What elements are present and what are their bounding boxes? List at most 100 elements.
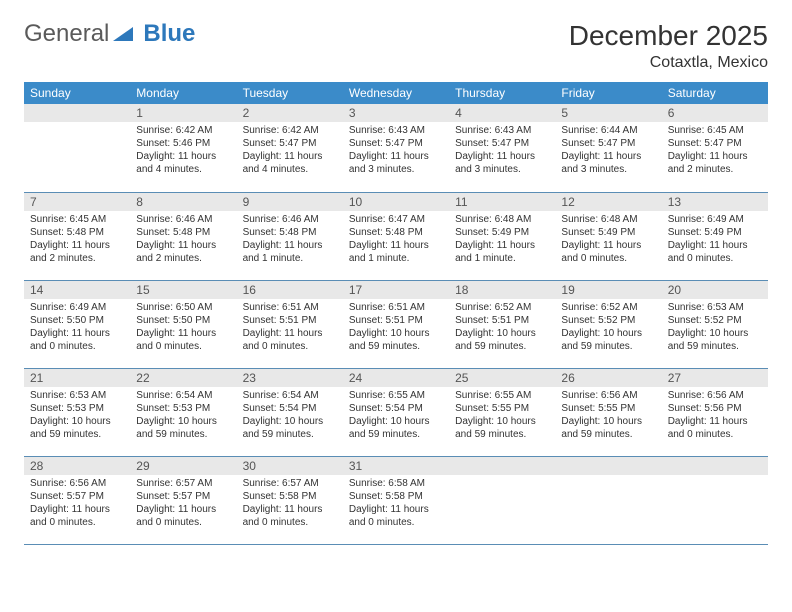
daylight-text: Daylight: 11 hours and 3 minutes.	[561, 150, 655, 176]
day-details: Sunrise: 6:45 AMSunset: 5:47 PMDaylight:…	[662, 122, 768, 178]
calendar-day: 26Sunrise: 6:56 AMSunset: 5:55 PMDayligh…	[555, 368, 661, 456]
sunset-text: Sunset: 5:52 PM	[668, 314, 762, 327]
day-details: Sunrise: 6:58 AMSunset: 5:58 PMDaylight:…	[343, 475, 449, 531]
sunrise-text: Sunrise: 6:46 AM	[136, 213, 230, 226]
calendar-day: 25Sunrise: 6:55 AMSunset: 5:55 PMDayligh…	[449, 368, 555, 456]
day-details: Sunrise: 6:57 AMSunset: 5:57 PMDaylight:…	[130, 475, 236, 531]
day-number: 30	[237, 457, 343, 475]
day-details: Sunrise: 6:56 AMSunset: 5:55 PMDaylight:…	[555, 387, 661, 443]
day-header: Wednesday	[343, 82, 449, 104]
daylight-text: Daylight: 10 hours and 59 minutes.	[561, 327, 655, 353]
sunrise-text: Sunrise: 6:46 AM	[243, 213, 337, 226]
day-details: Sunrise: 6:55 AMSunset: 5:55 PMDaylight:…	[449, 387, 555, 443]
sunrise-text: Sunrise: 6:56 AM	[30, 477, 124, 490]
calendar-day: 13Sunrise: 6:49 AMSunset: 5:49 PMDayligh…	[662, 192, 768, 280]
day-header: Saturday	[662, 82, 768, 104]
daylight-text: Daylight: 11 hours and 0 minutes.	[561, 239, 655, 265]
daylight-text: Daylight: 11 hours and 0 minutes.	[243, 503, 337, 529]
sunset-text: Sunset: 5:47 PM	[349, 137, 443, 150]
day-details: Sunrise: 6:46 AMSunset: 5:48 PMDaylight:…	[130, 211, 236, 267]
daylight-text: Daylight: 10 hours and 59 minutes.	[349, 415, 443, 441]
sunset-text: Sunset: 5:56 PM	[668, 402, 762, 415]
day-number: 29	[130, 457, 236, 475]
logo-triangle-icon	[113, 23, 133, 46]
sunset-text: Sunset: 5:46 PM	[136, 137, 230, 150]
calendar-day: 30Sunrise: 6:57 AMSunset: 5:58 PMDayligh…	[237, 456, 343, 544]
daylight-text: Daylight: 10 hours and 59 minutes.	[455, 415, 549, 441]
daylight-text: Daylight: 11 hours and 1 minute.	[349, 239, 443, 265]
daylight-text: Daylight: 11 hours and 4 minutes.	[243, 150, 337, 176]
sunrise-text: Sunrise: 6:54 AM	[136, 389, 230, 402]
daylight-text: Daylight: 11 hours and 2 minutes.	[30, 239, 124, 265]
day-number: 14	[24, 281, 130, 299]
day-details: Sunrise: 6:52 AMSunset: 5:52 PMDaylight:…	[555, 299, 661, 355]
day-number: 17	[343, 281, 449, 299]
calendar-table: SundayMondayTuesdayWednesdayThursdayFrid…	[24, 82, 768, 545]
day-details: Sunrise: 6:50 AMSunset: 5:50 PMDaylight:…	[130, 299, 236, 355]
day-details: Sunrise: 6:53 AMSunset: 5:52 PMDaylight:…	[662, 299, 768, 355]
calendar-day: 4Sunrise: 6:43 AMSunset: 5:47 PMDaylight…	[449, 104, 555, 192]
day-details: Sunrise: 6:47 AMSunset: 5:48 PMDaylight:…	[343, 211, 449, 267]
sunset-text: Sunset: 5:48 PM	[30, 226, 124, 239]
sunrise-text: Sunrise: 6:57 AM	[243, 477, 337, 490]
calendar-day: 10Sunrise: 6:47 AMSunset: 5:48 PMDayligh…	[343, 192, 449, 280]
calendar-day: 11Sunrise: 6:48 AMSunset: 5:49 PMDayligh…	[449, 192, 555, 280]
day-number: 18	[449, 281, 555, 299]
day-details: Sunrise: 6:49 AMSunset: 5:49 PMDaylight:…	[662, 211, 768, 267]
daylight-text: Daylight: 11 hours and 1 minute.	[243, 239, 337, 265]
calendar-week: 14Sunrise: 6:49 AMSunset: 5:50 PMDayligh…	[24, 280, 768, 368]
sunset-text: Sunset: 5:50 PM	[30, 314, 124, 327]
sunset-text: Sunset: 5:57 PM	[136, 490, 230, 503]
sunset-text: Sunset: 5:51 PM	[455, 314, 549, 327]
calendar-week: 28Sunrise: 6:56 AMSunset: 5:57 PMDayligh…	[24, 456, 768, 544]
calendar-day: 29Sunrise: 6:57 AMSunset: 5:57 PMDayligh…	[130, 456, 236, 544]
daylight-text: Daylight: 11 hours and 0 minutes.	[668, 239, 762, 265]
daylight-text: Daylight: 11 hours and 0 minutes.	[30, 503, 124, 529]
sunrise-text: Sunrise: 6:44 AM	[561, 124, 655, 137]
daylight-text: Daylight: 10 hours and 59 minutes.	[136, 415, 230, 441]
day-details: Sunrise: 6:52 AMSunset: 5:51 PMDaylight:…	[449, 299, 555, 355]
daylight-text: Daylight: 11 hours and 0 minutes.	[30, 327, 124, 353]
day-number: 21	[24, 369, 130, 387]
day-number: 13	[662, 193, 768, 211]
page-title: December 2025	[569, 20, 768, 52]
day-details: Sunrise: 6:56 AMSunset: 5:56 PMDaylight:…	[662, 387, 768, 443]
calendar-day: 8Sunrise: 6:46 AMSunset: 5:48 PMDaylight…	[130, 192, 236, 280]
calendar-body: 1Sunrise: 6:42 AMSunset: 5:46 PMDaylight…	[24, 104, 768, 544]
sunrise-text: Sunrise: 6:48 AM	[561, 213, 655, 226]
calendar-page: General Blue December 2025 Cotaxtla, Mex…	[0, 0, 792, 565]
calendar-day: 5Sunrise: 6:44 AMSunset: 5:47 PMDaylight…	[555, 104, 661, 192]
day-details	[662, 475, 768, 535]
calendar-day: 12Sunrise: 6:48 AMSunset: 5:49 PMDayligh…	[555, 192, 661, 280]
day-number: 11	[449, 193, 555, 211]
sunset-text: Sunset: 5:47 PM	[455, 137, 549, 150]
day-header: Sunday	[24, 82, 130, 104]
sunset-text: Sunset: 5:53 PM	[30, 402, 124, 415]
day-header: Monday	[130, 82, 236, 104]
calendar-day: 28Sunrise: 6:56 AMSunset: 5:57 PMDayligh…	[24, 456, 130, 544]
day-number: 31	[343, 457, 449, 475]
calendar-day: 6Sunrise: 6:45 AMSunset: 5:47 PMDaylight…	[662, 104, 768, 192]
sunset-text: Sunset: 5:50 PM	[136, 314, 230, 327]
day-header: Friday	[555, 82, 661, 104]
sunset-text: Sunset: 5:51 PM	[349, 314, 443, 327]
daylight-text: Daylight: 11 hours and 0 minutes.	[243, 327, 337, 353]
sunset-text: Sunset: 5:54 PM	[349, 402, 443, 415]
sunset-text: Sunset: 5:55 PM	[561, 402, 655, 415]
day-number: 1	[130, 104, 236, 122]
day-number	[449, 457, 555, 475]
sunrise-text: Sunrise: 6:50 AM	[136, 301, 230, 314]
page-subtitle: Cotaxtla, Mexico	[569, 54, 768, 72]
calendar-day: 3Sunrise: 6:43 AMSunset: 5:47 PMDaylight…	[343, 104, 449, 192]
calendar-day: 1Sunrise: 6:42 AMSunset: 5:46 PMDaylight…	[130, 104, 236, 192]
day-details: Sunrise: 6:54 AMSunset: 5:54 PMDaylight:…	[237, 387, 343, 443]
sunset-text: Sunset: 5:49 PM	[561, 226, 655, 239]
calendar-day: 22Sunrise: 6:54 AMSunset: 5:53 PMDayligh…	[130, 368, 236, 456]
day-details	[555, 475, 661, 535]
calendar-day-empty	[24, 104, 130, 192]
sunset-text: Sunset: 5:53 PM	[136, 402, 230, 415]
day-number: 8	[130, 193, 236, 211]
sunset-text: Sunset: 5:57 PM	[30, 490, 124, 503]
sunrise-text: Sunrise: 6:55 AM	[349, 389, 443, 402]
calendar-day: 18Sunrise: 6:52 AMSunset: 5:51 PMDayligh…	[449, 280, 555, 368]
